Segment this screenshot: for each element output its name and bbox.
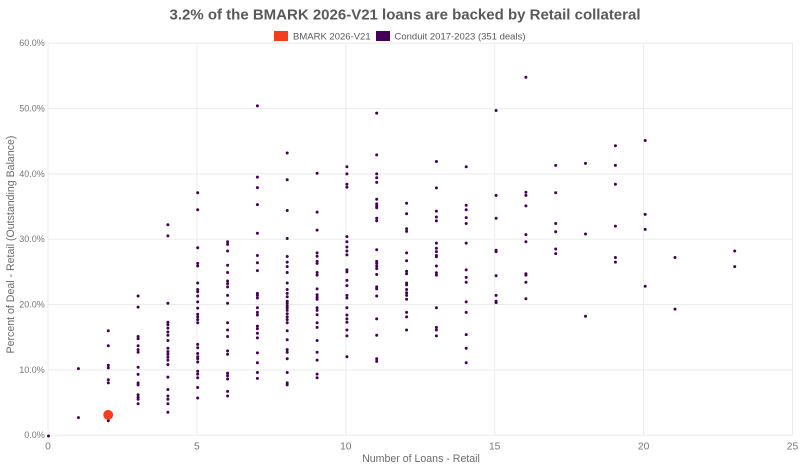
svg-text:0: 0	[45, 442, 51, 453]
svg-text:3.2% of the BMARK 2026-V21 loa: 3.2% of the BMARK 2026-V21 loans are bac…	[169, 7, 640, 24]
svg-text:25: 25	[787, 442, 799, 453]
svg-text:30.0%: 30.0%	[19, 234, 45, 244]
svg-text:BMARK 2026-V21: BMARK 2026-V21	[293, 32, 371, 43]
svg-text:10.0%: 10.0%	[19, 365, 45, 375]
svg-text:5: 5	[194, 442, 200, 453]
svg-text:10: 10	[340, 442, 352, 453]
svg-text:20: 20	[638, 442, 650, 453]
svg-text:Percent of Deal - Retail (Outs: Percent of Deal - Retail (Outstanding Ba…	[5, 136, 17, 354]
svg-text:50.0%: 50.0%	[19, 104, 45, 114]
svg-text:60.0%: 60.0%	[19, 38, 45, 48]
svg-text:Number of Loans - Retail: Number of Loans - Retail	[362, 453, 480, 465]
svg-text:40.0%: 40.0%	[19, 169, 45, 179]
svg-text:20.0%: 20.0%	[19, 300, 45, 310]
svg-text:0.0%: 0.0%	[24, 430, 45, 440]
svg-text:Conduit 2017-2023 (351 deals): Conduit 2017-2023 (351 deals)	[395, 32, 526, 43]
svg-text:15: 15	[489, 442, 501, 453]
